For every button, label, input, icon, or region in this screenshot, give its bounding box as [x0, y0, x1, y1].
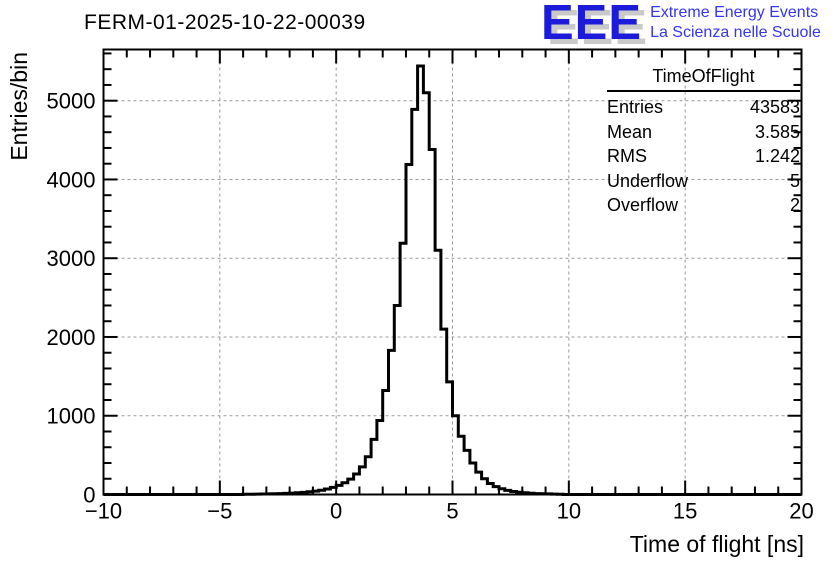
eee-logo: EEE Extreme Energy Events La Scienza nel… [541, 0, 821, 50]
stats-row-label: Mean [607, 121, 653, 142]
stats-rows: Entries 43583 Mean 3.585 RMS 1.242 Underflow 5 O… [607, 95, 800, 218]
x-tick-label: 5 [446, 499, 458, 524]
stats-row-value: 43583 [749, 97, 800, 117]
eee-logo-line2: La Scienza nelle Scuole [650, 24, 821, 41]
y-tick-label: 2000 [47, 325, 96, 350]
stats-row-label: Entries [607, 97, 664, 117]
stats-row-value: 1.242 [754, 146, 800, 166]
x-tick-label: 10 [557, 499, 581, 524]
stats-row-value: 5 [789, 170, 800, 191]
x-tick-label: 20 [789, 499, 813, 524]
eee-logo-text: Extreme Energy Events La Scienza nelle S… [650, 3, 821, 43]
stats-row-label: Underflow [607, 170, 689, 191]
y-tick-label: 5000 [47, 89, 96, 114]
y-axis-title: Entries/bin [6, 52, 32, 161]
x-axis-title: Time of flight [ns] [629, 531, 804, 557]
stats-row-value: 2 [789, 195, 800, 215]
stats-row-value: 3.585 [754, 121, 800, 142]
stats-row: RMS 1.242 [607, 144, 800, 169]
x-tick-label: −10 [85, 499, 122, 524]
x-tick-label: 15 [673, 499, 697, 524]
stats-row: Mean 3.585 [607, 120, 800, 145]
eee-logo-line1: Extreme Energy Events [650, 4, 819, 21]
stats-row-label: Overflow [607, 195, 679, 215]
y-tick-label: 1000 [47, 404, 96, 429]
plot-title: FERM-01-2025-10-22-00039 [84, 11, 366, 34]
stats-title: TimeOfFlight [607, 66, 800, 92]
y-tick-label: 0 [83, 483, 95, 508]
eee-logo-letters: EEE [541, 0, 643, 50]
stats-row-label: RMS [607, 146, 647, 166]
stats-row: Overflow 2 [607, 193, 800, 218]
y-tick-label: 4000 [47, 167, 96, 192]
stats-row: Entries 43583 [607, 95, 800, 120]
y-tick-label: 3000 [47, 246, 96, 271]
x-tick-label: −5 [207, 499, 232, 524]
stats-row: Underflow 5 [607, 169, 800, 194]
histogram-line [103, 64, 802, 496]
x-tick-label: 0 [330, 499, 342, 524]
stats-box: TimeOfFlight Entries 43583 Mean 3.585 RMS 1.2… [607, 66, 800, 218]
